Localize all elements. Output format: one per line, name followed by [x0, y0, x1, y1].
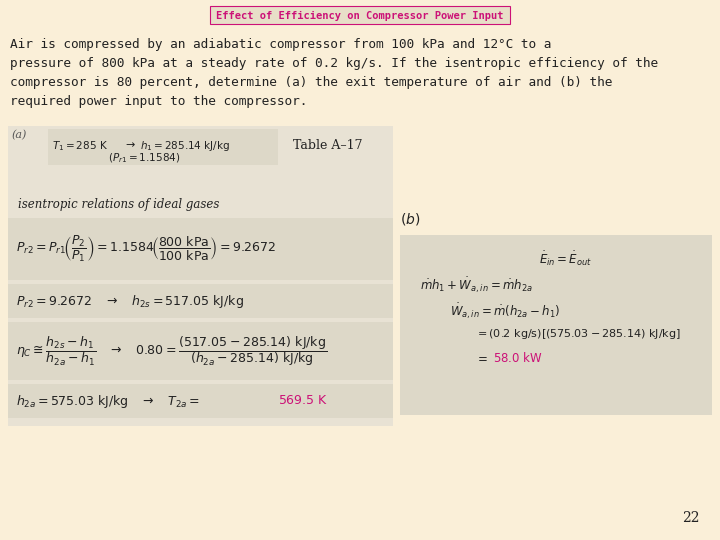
Text: isentropic relations of ideal gases: isentropic relations of ideal gases	[18, 198, 220, 211]
Text: $\rightarrow$: $\rightarrow$	[123, 139, 136, 149]
Bar	[8, 126, 393, 426]
Bar	[8, 384, 393, 418]
Text: $P_{r2} = 9.2672 \quad \rightarrow \quad h_{2s} = 517.05\ \mathrm{kJ/kg}$: $P_{r2} = 9.2672 \quad \rightarrow \quad…	[16, 293, 244, 309]
Text: (a): (a)	[11, 130, 27, 140]
Text: $\dot{W}_{a,in} = \dot{m}(h_{2a} - h_1)$: $\dot{W}_{a,in} = \dot{m}(h_{2a} - h_1)$	[450, 301, 560, 321]
Text: $= (0.2\ \mathrm{kg/s})[(575.03 - 285.14)\ \mathrm{kJ/kg}]$: $= (0.2\ \mathrm{kg/s})[(575.03 - 285.14…	[475, 327, 681, 341]
Text: 22: 22	[683, 511, 700, 525]
Bar	[48, 129, 278, 165]
Text: $\dot{E}_{in} = \dot{E}_{out}$: $\dot{E}_{in} = \dot{E}_{out}$	[539, 249, 593, 267]
Text: $(b)$: $(b)$	[400, 211, 420, 227]
Text: $58.0\ \mathrm{kW}$: $58.0\ \mathrm{kW}$	[493, 351, 543, 365]
Text: $h_{2a} = 575.03\ \mathrm{kJ/kg} \quad \rightarrow \quad T_{2a} = $: $h_{2a} = 575.03\ \mathrm{kJ/kg} \quad \…	[16, 393, 200, 409]
Bar	[400, 235, 712, 415]
Text: compressor is 80 percent, determine (a) the exit temperature of air and (b) the: compressor is 80 percent, determine (a) …	[10, 76, 613, 89]
Text: $\eta_C \cong \dfrac{h_{2s}-h_1}{h_{2a}-h_1} \quad \rightarrow \quad 0.80 = \dfr: $\eta_C \cong \dfrac{h_{2s}-h_1}{h_{2a}-…	[16, 334, 327, 368]
Bar	[8, 218, 393, 280]
Text: required power input to the compressor.: required power input to the compressor.	[10, 95, 307, 108]
Text: $= $: $= $	[475, 351, 488, 364]
Text: $P_{r2} = P_{r1}\!\left(\dfrac{P_2}{P_1}\right) = 1.1584\!\left(\dfrac{800\ \mat: $P_{r2} = P_{r1}\!\left(\dfrac{P_2}{P_1}…	[16, 234, 276, 264]
Text: $T_1 = 285\ \mathrm{K}$: $T_1 = 285\ \mathrm{K}$	[52, 139, 108, 153]
Text: Table A–17: Table A–17	[293, 139, 362, 152]
Text: Effect of Efficiency on Compressor Power Input: Effect of Efficiency on Compressor Power…	[216, 11, 504, 21]
Text: pressure of 800 kPa at a steady rate of 0.2 kg/s. If the isentropic efficiency o: pressure of 800 kPa at a steady rate of …	[10, 57, 658, 70]
Bar	[8, 322, 393, 380]
Bar	[210, 6, 510, 24]
Bar	[8, 284, 393, 318]
Text: $\dot{m}h_1 + \dot{W}_{a,in} = \dot{m}h_{2a}$: $\dot{m}h_1 + \dot{W}_{a,in} = \dot{m}h_…	[420, 275, 533, 295]
Text: $569.5\ \mathrm{K}$: $569.5\ \mathrm{K}$	[278, 395, 328, 408]
Text: Air is compressed by an adiabatic compressor from 100 kPa and 12°C to a: Air is compressed by an adiabatic compre…	[10, 38, 552, 51]
Text: $(P_{r1} = 1.1584)$: $(P_{r1} = 1.1584)$	[108, 151, 180, 165]
Text: $h_1 = 285.14\ \mathrm{kJ/kg}$: $h_1 = 285.14\ \mathrm{kJ/kg}$	[140, 139, 230, 153]
